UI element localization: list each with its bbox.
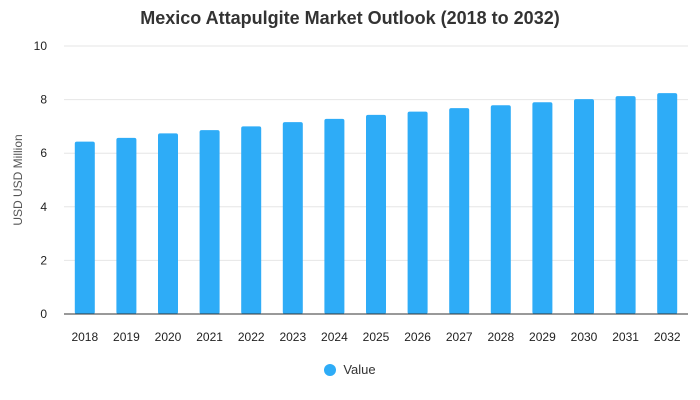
y-tick-label: 8 (40, 93, 47, 107)
y-tick-label: 0 (40, 307, 47, 321)
bar-2032[interactable] (657, 93, 678, 314)
y-axis-title: USD USD Million (11, 134, 25, 225)
x-tick-label: 2027 (446, 330, 473, 344)
x-tick-label: 2024 (321, 330, 348, 344)
legend-swatch-icon (324, 363, 337, 376)
x-tick-label: 2020 (155, 330, 182, 344)
bars (74, 93, 678, 315)
bar-2026[interactable] (407, 111, 428, 314)
x-tick-label: 2023 (279, 330, 306, 344)
chart-title: Mexico Attapulgite Market Outlook (2018 … (140, 8, 560, 28)
legend-label: Value (343, 362, 376, 377)
x-tick-label: 2032 (654, 330, 681, 344)
x-tick-label: 2025 (363, 330, 390, 344)
bar-2022[interactable] (241, 126, 262, 315)
bar-2024[interactable] (324, 118, 345, 315)
bar-2028[interactable] (490, 105, 511, 314)
axes: 0 2 4 6 8 10 2018 2019 2020 2021 2022 2023 2024 2025 2… (34, 39, 688, 344)
bar-2018[interactable] (74, 141, 95, 314)
bar-2019[interactable] (116, 137, 137, 314)
bar-2027[interactable] (449, 108, 470, 315)
x-tick-label: 2022 (238, 330, 265, 344)
y-tick-label: 2 (40, 253, 47, 267)
x-tick-label: 2026 (404, 330, 431, 344)
x-tick-label: 2021 (196, 330, 223, 344)
bar-2020[interactable] (158, 133, 178, 314)
bar-2030[interactable] (574, 99, 594, 315)
legend[interactable]: Value (0, 362, 700, 377)
x-tick-label: 2030 (571, 330, 598, 344)
bar-2023[interactable] (282, 122, 303, 314)
bar-2029[interactable] (532, 102, 553, 314)
x-tick-label: 2018 (71, 330, 98, 344)
y-tick-label: 4 (40, 200, 47, 214)
x-tick-label: 2019 (113, 330, 140, 344)
bar-2031[interactable] (615, 96, 636, 314)
x-tick-label: 2031 (612, 330, 639, 344)
x-tick-label: 2029 (529, 330, 556, 344)
y-tick-label: 6 (40, 146, 47, 160)
x-tick-label: 2028 (487, 330, 514, 344)
y-tick-label: 10 (34, 39, 48, 53)
bar-2021[interactable] (199, 130, 220, 314)
bar-2025[interactable] (366, 114, 386, 314)
